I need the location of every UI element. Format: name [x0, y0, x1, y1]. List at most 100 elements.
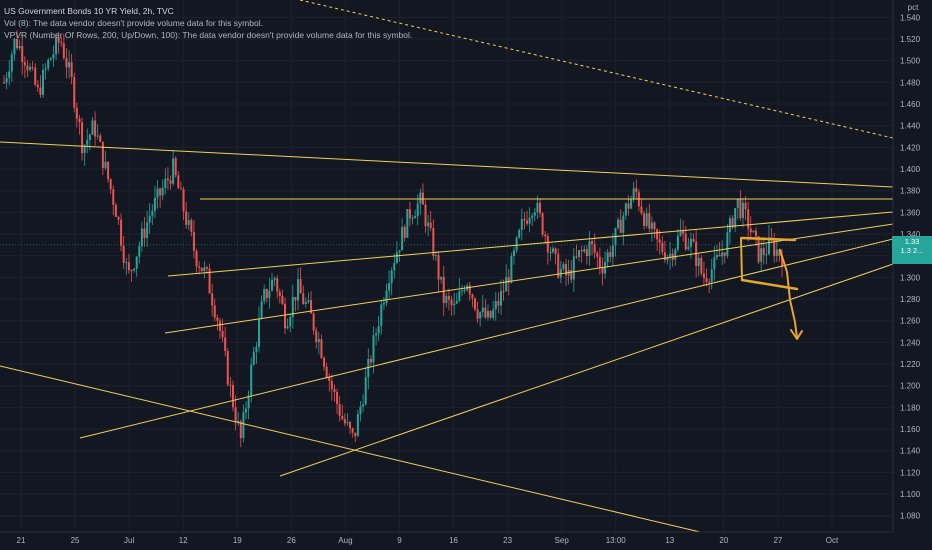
candle-body: [260, 301, 263, 319]
candle-body: [476, 309, 479, 319]
candle-body: [229, 384, 232, 386]
price-tick-label: 1.440: [900, 122, 921, 131]
candle-body: [55, 37, 58, 55]
candle-body: [619, 219, 622, 233]
candle-body: [338, 403, 341, 417]
candle-body: [572, 256, 575, 280]
candle-body: [674, 249, 677, 260]
candle-body: [541, 213, 544, 235]
candle-body: [757, 236, 760, 262]
candle-body: [96, 135, 99, 137]
candle-body: [372, 335, 375, 363]
candle-body: [593, 244, 596, 254]
candle-body: [200, 267, 203, 272]
grid-lines: [0, 0, 893, 532]
drawing-top-line: [740, 236, 797, 242]
candle-body: [395, 252, 398, 264]
candle-body: [419, 192, 422, 204]
price-tick-label: 1.520: [900, 35, 921, 44]
candle-body: [622, 215, 625, 233]
trendline: [164, 223, 894, 334]
candle-body: [445, 295, 448, 304]
candle-body: [726, 232, 729, 256]
candle-body: [135, 256, 138, 269]
candle-body: [403, 226, 406, 238]
candle-body: [312, 313, 315, 331]
candle-body: [382, 302, 385, 305]
candle-body: [781, 256, 783, 267]
time-tick-label: 13:00: [606, 536, 627, 545]
candle-body: [44, 68, 47, 70]
candle-body: [778, 249, 781, 257]
candle-body: [125, 262, 128, 264]
candle-body: [591, 241, 594, 245]
candle-body: [294, 297, 297, 301]
candle-body: [473, 298, 476, 310]
candle-body: [169, 180, 172, 184]
candle-body: [81, 122, 84, 154]
candle-body: [481, 307, 484, 313]
candle-body: [75, 107, 78, 119]
candle-body: [304, 302, 307, 305]
time-tick-label: 12: [179, 536, 188, 545]
candle-body: [520, 219, 523, 231]
candle-body: [604, 261, 607, 274]
candle-body: [356, 414, 359, 437]
price-tick-label: 1.260: [900, 317, 921, 326]
candle-body: [286, 326, 289, 329]
candle-body: [453, 303, 456, 306]
candle-body: [148, 215, 151, 223]
price-tick-label: 1.340: [900, 230, 921, 239]
time-axis[interactable]: 21 25 Jul 12 19 26 Aug 9 16 23 Sep 13:00 13 20 27 Oct: [0, 531, 893, 545]
candle-body: [653, 222, 656, 230]
trendlines[interactable]: [0, 0, 894, 533]
candle-body: [307, 300, 310, 303]
candle-body: [156, 188, 159, 198]
candle-body: [237, 421, 240, 423]
candle-body: [3, 82, 5, 84]
candle-body: [273, 278, 276, 280]
price-tick-label: 1.240: [900, 338, 921, 347]
candle-body: [122, 245, 125, 264]
candle-body: [408, 209, 411, 219]
candle-body: [276, 278, 279, 292]
candle-body: [18, 46, 21, 49]
candle-body: [710, 269, 713, 282]
candle-body: [531, 215, 534, 218]
candle-body: [442, 276, 445, 304]
candle-body: [669, 253, 672, 258]
legend-symbol: US Government Bonds 10 YR Yield, 2h, TVC: [4, 6, 174, 16]
candle-body: [728, 218, 731, 233]
current-price-label: 1.33 1.3 2...: [892, 236, 932, 264]
price-tick-label: 1.460: [900, 100, 921, 109]
candle-body: [208, 268, 211, 294]
candle-body: [492, 309, 495, 318]
drawing-arrow-shaft: [779, 249, 798, 339]
candle-body: [697, 257, 700, 266]
candle-body: [455, 300, 458, 304]
candle-body: [117, 216, 120, 220]
candle-body: [734, 207, 737, 228]
candle-body: [643, 213, 646, 226]
price-tick-label: 1.300: [900, 273, 921, 282]
candle-body: [630, 199, 633, 209]
candle-body: [107, 161, 110, 180]
candle-body: [666, 257, 669, 261]
candle-body: [377, 326, 380, 334]
time-tick-label: 19: [233, 536, 242, 545]
candle-body: [398, 250, 401, 253]
candle-body: [437, 255, 440, 280]
candle-body: [26, 65, 29, 70]
candle-body: [499, 291, 502, 306]
price-tick-label: 1.220: [900, 360, 921, 369]
candle-body: [271, 279, 274, 291]
candle-body: [302, 293, 305, 305]
candle-body: [359, 406, 362, 415]
candle-body: [346, 422, 349, 424]
candle-body: [52, 54, 55, 59]
candle-body: [23, 62, 26, 66]
candle-body: [263, 288, 266, 302]
candle-body: [351, 428, 354, 433]
